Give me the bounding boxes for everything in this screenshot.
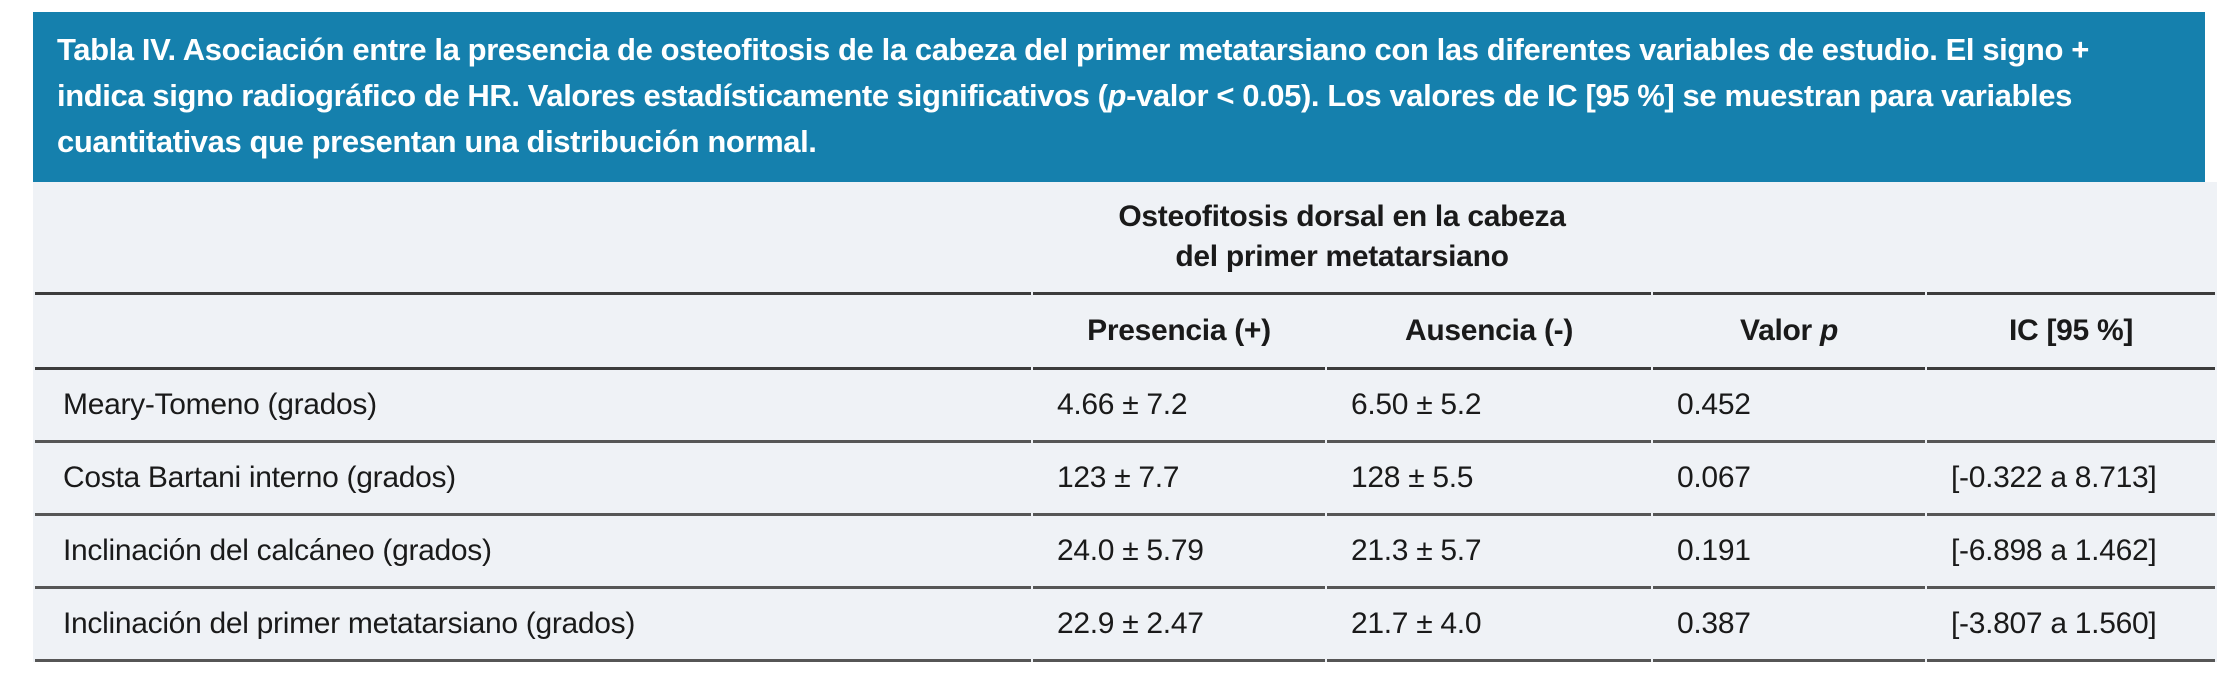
table-caption-banner: Tabla IV. Asociación entre la presencia … — [33, 12, 2205, 182]
group-header-empty-cell — [1653, 182, 1926, 295]
row-label: Inclinación del primer metatarsiano (gra… — [35, 589, 1031, 662]
column-header-row: Presencia (+) Ausencia (-) Valor p IC [9… — [35, 295, 2216, 370]
cell-ausencia: 21.3 ± 5.7 — [1327, 516, 1652, 589]
cell-valor-p: 0.452 — [1653, 370, 1926, 443]
cell-presencia: 4.66 ± 7.2 — [1033, 370, 1325, 443]
cell-ic: [-6.898 a 1.462] — [1927, 516, 2216, 589]
cell-ausencia: 6.50 ± 5.2 — [1327, 370, 1652, 443]
cell-ic: [-3.807 a 1.560] — [1927, 589, 2216, 662]
table-row-inclinacion-primer-metatarsiano: Inclinación del primer metatarsiano (gra… — [35, 589, 2216, 662]
cell-valor-p: 0.067 — [1653, 443, 1926, 516]
cell-presencia: 123 ± 7.7 — [1033, 443, 1325, 516]
group-header-line1: Osteofitosis dorsal en la cabeza — [1118, 200, 1566, 233]
row-label: Inclinación del calcáneo (grados) — [35, 516, 1031, 589]
header-valor-p-text: Valor — [1740, 314, 1820, 347]
row-label: Costa Bartani interno (grados) — [35, 443, 1031, 516]
table-row-costa-bartani: Costa Bartani interno (grados) 123 ± 7.7… — [35, 443, 2216, 516]
header-presencia: Presencia (+) — [1033, 295, 1325, 370]
caption-italic-p: p — [1107, 78, 1127, 113]
cell-presencia: 22.9 ± 2.47 — [1033, 589, 1325, 662]
header-valor-p-italic: p — [1819, 314, 1838, 347]
group-header-line2: del primer metatarsiano — [1175, 240, 1509, 273]
table-row-meary-tomeno: Meary-Tomeno (grados) 4.66 ± 7.2 6.50 ± … — [35, 370, 2216, 443]
group-header-empty-cell — [35, 182, 1031, 295]
cell-presencia: 24.0 ± 5.79 — [1033, 516, 1325, 589]
header-variable — [35, 295, 1031, 370]
table-row-inclinacion-calcaneo: Inclinación del calcáneo (grados) 24.0 ±… — [35, 516, 2216, 589]
cell-ic: [-0.322 a 8.713] — [1927, 443, 2216, 516]
caption-text-part1: Tabla IV. Asociación entre la presencia … — [57, 32, 2089, 113]
row-label: Meary-Tomeno (grados) — [35, 370, 1031, 443]
association-stats-table: Osteofitosis dorsal en la cabeza del prim… — [33, 182, 2218, 662]
cell-ic — [1927, 370, 2216, 443]
caption-text-part2: -valor < 0.05). Los valores de IC [95 %]… — [57, 78, 2072, 159]
cell-valor-p: 0.191 — [1653, 516, 1926, 589]
cell-ausencia: 128 ± 5.5 — [1327, 443, 1652, 516]
header-valor-p: Valor p — [1653, 295, 1926, 370]
group-header-row: Osteofitosis dorsal en la cabeza del prim… — [35, 182, 2216, 295]
group-header-empty-cell — [1927, 182, 2216, 295]
table-figure: Tabla IV. Asociación entre la presencia … — [33, 12, 2218, 662]
cell-ausencia: 21.7 ± 4.0 — [1327, 589, 1652, 662]
group-header-cell: Osteofitosis dorsal en la cabeza del prim… — [1033, 182, 1652, 295]
header-ic: IC [95 %] — [1927, 295, 2216, 370]
cell-valor-p: 0.387 — [1653, 589, 1926, 662]
header-ausencia: Ausencia (-) — [1327, 295, 1652, 370]
